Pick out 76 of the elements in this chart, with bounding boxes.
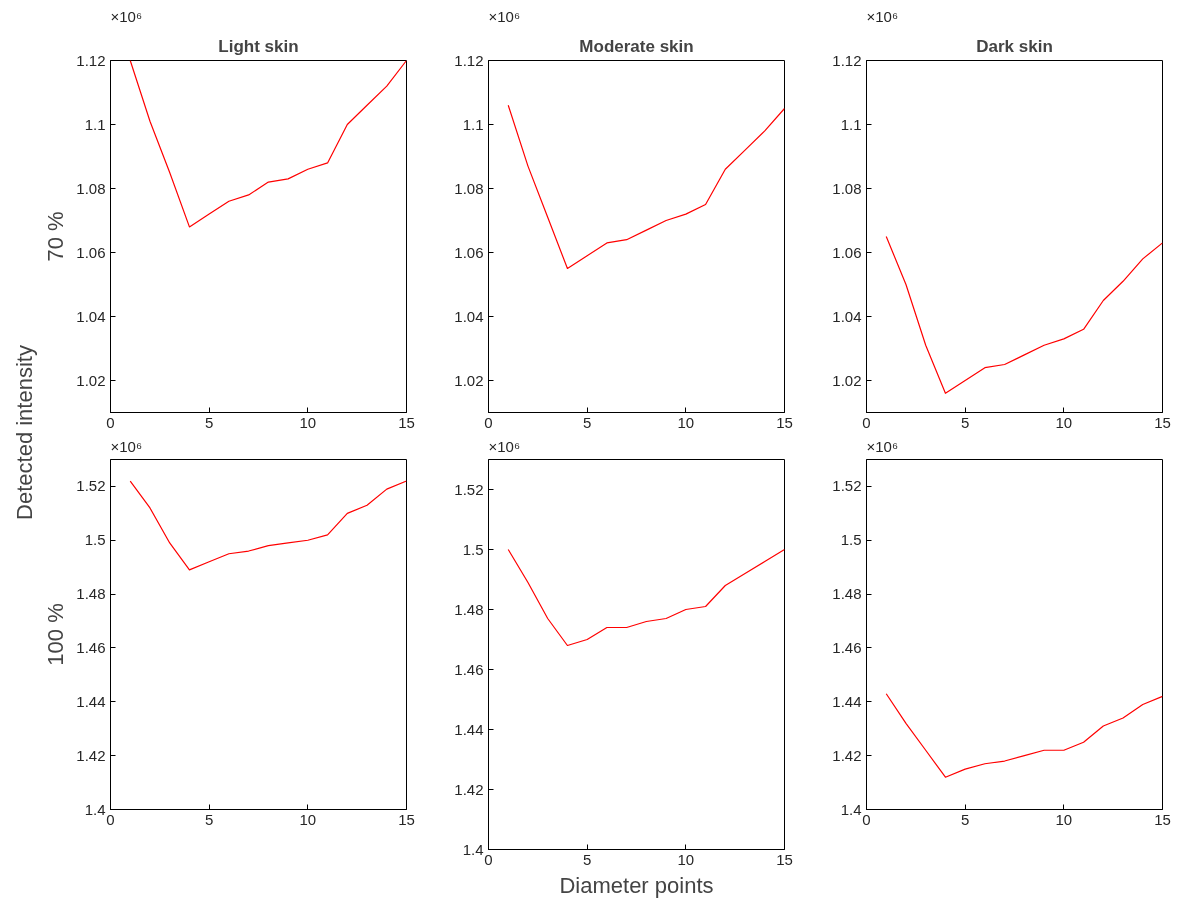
x-tick-label: 0 [106,413,115,431]
x-tick-label: 15 [398,413,415,431]
y-tick-label: 1.44 [76,692,106,710]
chart-title: Moderate skin [579,36,694,56]
x-tick-label: 10 [677,413,695,431]
y-tick-label: 1.12 [454,51,484,69]
x-tick-label: 5 [205,810,214,828]
x-tick-label: 15 [398,810,415,828]
y-tick-label: 1.04 [454,307,484,325]
y-tick-label: 1.06 [76,243,106,261]
x-tick-label: 10 [1055,810,1073,828]
text: Detected intensity [12,345,37,520]
y-tick-label: 1.4 [462,840,484,858]
y-tick-label: 1.46 [76,638,106,656]
y-tick-label: 1.02 [454,371,484,389]
y-tick-label: 1.12 [832,51,862,69]
x-tick-label: 5 [205,413,214,431]
y-tick-label: 1.48 [454,600,484,618]
chart-title: Dark skin [976,36,1053,56]
y-tick-label: 1.52 [832,477,862,495]
y-tick-label: 1.44 [832,692,862,710]
y-tick-label: 1.52 [454,480,484,498]
x-tick-label: 0 [106,810,115,828]
text: ×10⁶ [488,437,521,455]
y-tick-label: 1.5 [462,540,484,558]
y-tick-label: 1.12 [76,51,106,69]
y-tick-label: 1.1 [840,115,862,133]
x-tick-label: 15 [1154,413,1171,431]
text: ×10⁶ [110,437,143,455]
y-tick-label: 1.48 [76,585,106,603]
x-tick-label: 15 [776,850,793,868]
text: ×10⁶ [866,437,899,455]
y-tick-label: 1.46 [454,660,484,678]
text: ×10⁶ [110,7,143,25]
y-tick-label: 1.08 [832,179,862,197]
y-tick-label: 1.48 [832,585,862,603]
y-tick-label: 1.04 [76,307,106,325]
x-tick-label: 0 [862,810,871,828]
text: ×10⁶ [866,7,899,25]
x-tick-label: 0 [484,850,493,868]
y-tick-label: 1.08 [454,179,484,197]
y-axis-title: 70 % [43,211,69,262]
x-tick-label: 10 [299,810,317,828]
x-tick-label: 0 [862,413,871,431]
x-tick-label: 5 [961,413,970,431]
x-tick-label: 5 [961,810,970,828]
y-tick-label: 1.52 [76,477,106,495]
x-tick-label: 15 [1154,810,1171,828]
y-tick-label: 1.04 [832,307,862,325]
x-tick-label: 5 [583,413,592,431]
chart-title: Light skin [218,36,299,56]
y-tick-label: 1.1 [84,115,106,133]
y-tick-label: 1.42 [76,746,106,764]
x-axis-title: Diameter points [559,872,714,898]
y-tick-label: 1.4 [840,800,862,818]
y-tick-label: 1.4 [84,800,106,818]
y-tick-label: 1.1 [462,115,484,133]
y-axis-title: 100 % [43,603,69,666]
y-tick-label: 1.06 [832,243,862,261]
y-tick-label: 1.02 [76,371,106,389]
y-tick-label: 1.42 [832,746,862,764]
x-tick-label: 10 [1055,413,1073,431]
x-tick-label: 0 [484,413,493,431]
x-tick-label: 15 [776,413,793,431]
y-tick-label: 1.5 [84,531,106,549]
x-tick-label: 10 [677,850,695,868]
y-tick-label: 1.02 [832,371,862,389]
y-tick-label: 1.06 [454,243,484,261]
y-tick-label: 1.46 [832,638,862,656]
y-tick-label: 1.08 [76,179,106,197]
x-tick-label: 5 [583,850,592,868]
y-tick-label: 1.5 [840,531,862,549]
x-tick-label: 10 [299,413,317,431]
y-tick-label: 1.44 [454,720,484,738]
y-tick-label: 1.42 [454,780,484,798]
text: ×10⁶ [488,7,521,25]
